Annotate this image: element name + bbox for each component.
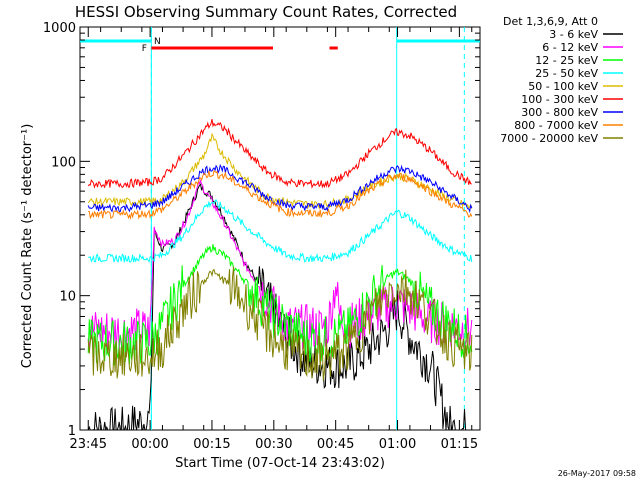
x-tick-label-1: 00:00 xyxy=(131,437,168,452)
series-line-3 xyxy=(88,199,473,264)
y-axis-label: Corrected Count Rate (s⁻¹ detector⁻¹) xyxy=(20,124,35,369)
plot-area xyxy=(79,26,481,431)
y-tick-label-3: 1000 xyxy=(43,21,76,36)
flag-N-label: N xyxy=(154,37,161,47)
plot-frame xyxy=(79,26,481,431)
legend-label-0: 3 - 6 keV xyxy=(549,28,598,41)
x-tick-label-5: 01:00 xyxy=(379,437,416,452)
x-tick-label-4: 00:45 xyxy=(317,437,354,452)
series-line-8 xyxy=(87,266,473,381)
chart-axes: 1 10 100 1000 23:45 00:00 00:15 00:30 00:45 01:00… xyxy=(43,21,480,452)
legend-label-4: 50 - 100 keV xyxy=(528,80,598,93)
x-axis-label: Start Time (07-Oct-14 23:43:02) xyxy=(175,456,385,471)
series-line-4 xyxy=(87,132,473,210)
series-line-5 xyxy=(87,118,472,189)
y-tick-label-0: 1 xyxy=(68,424,76,439)
x-tick-label-2: 00:15 xyxy=(193,437,230,452)
legend-title: Det 1,3,6,9, Att 0 xyxy=(503,15,598,28)
legend-label-5: 100 - 300 keV xyxy=(521,93,598,106)
legend-label-2: 12 - 25 keV xyxy=(535,54,598,67)
legend-label-3: 25 - 50 keV xyxy=(535,67,598,80)
chart-title: HESSI Observing Summary Count Rates, Cor… xyxy=(75,3,457,21)
footer-timestamp: 26-May-2017 09:58 xyxy=(558,469,636,478)
series-line-1 xyxy=(87,179,473,355)
legend-label-6: 300 - 800 keV xyxy=(521,106,598,119)
legend-label-1: 6 - 12 keV xyxy=(542,41,598,54)
series-line-2 xyxy=(87,244,473,366)
y-tick-label-1: 10 xyxy=(59,290,76,305)
x-tick-label-3: 00:30 xyxy=(255,437,292,452)
x-tick-label-6: 01:15 xyxy=(441,437,478,452)
y-tick-label-2: 100 xyxy=(51,155,76,170)
series-line-7 xyxy=(88,169,473,221)
legend-label-7: 800 - 7000 keV xyxy=(514,119,598,132)
x-tick-label-0: 23:45 xyxy=(70,437,107,452)
flag-F-label: F xyxy=(142,44,147,54)
chart-marks: NF xyxy=(80,27,480,431)
legend-label-8: 7000 - 20000 keV xyxy=(500,132,598,145)
